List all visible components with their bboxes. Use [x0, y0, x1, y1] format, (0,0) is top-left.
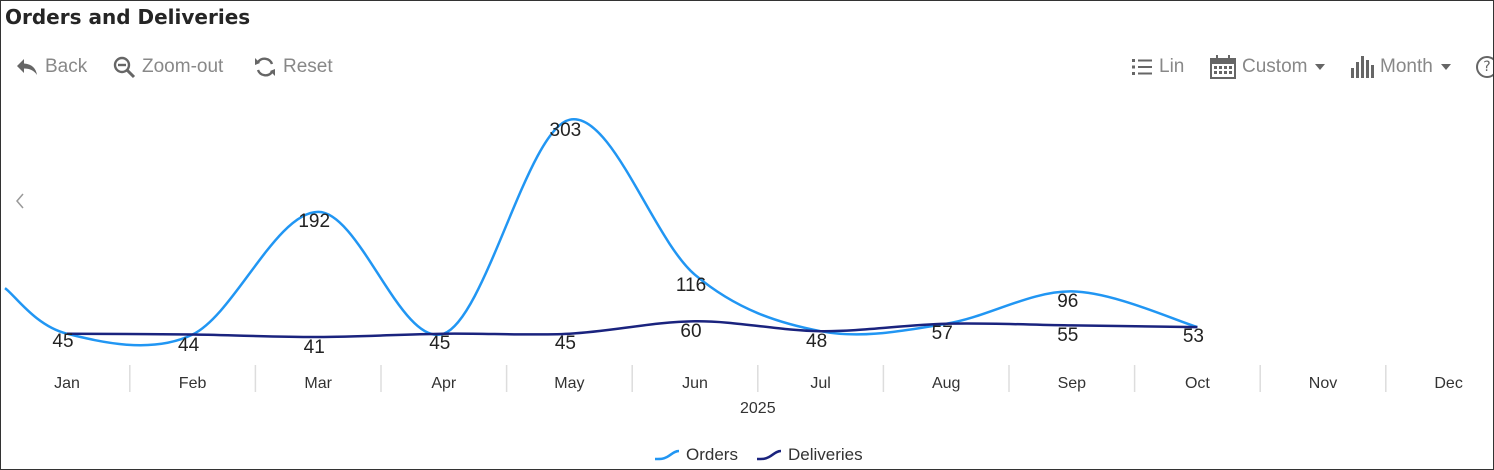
scale-label: Lin — [1159, 56, 1185, 77]
x-group-label: 2025 — [740, 400, 776, 417]
bar-chart-icon — [1351, 56, 1374, 78]
x-tick-label: Dec — [1434, 375, 1462, 392]
help-icon: ? — [1476, 56, 1493, 78]
data-label: 45 — [52, 331, 73, 352]
x-tick-label: May — [554, 375, 584, 392]
legend-label: Deliveries — [788, 445, 863, 464]
chevron-down-icon — [1315, 64, 1326, 70]
period-label: Month — [1380, 56, 1433, 77]
data-label: 96 — [1057, 291, 1078, 312]
legend-label: Orders — [686, 445, 738, 464]
x-tick-label: Mar — [304, 375, 332, 392]
data-label: 53 — [1183, 326, 1204, 347]
calendar-icon — [1210, 55, 1236, 79]
range-label: Custom — [1242, 56, 1308, 77]
data-label: 192 — [298, 211, 330, 232]
data-label: 116 — [676, 275, 706, 296]
x-tick-label: Jun — [682, 375, 708, 392]
orders-series-line — [4, 118, 1198, 347]
data-label: 44 — [178, 335, 200, 356]
x-tick-label: Oct — [1185, 375, 1210, 392]
legend-item-orders[interactable]: Orders — [654, 445, 738, 465]
data-label: 57 — [932, 323, 953, 344]
data-label: 48 — [806, 331, 827, 352]
chevron-down-icon — [1440, 64, 1451, 70]
back-arrow-icon — [17, 59, 37, 75]
orders-legend-icon — [654, 449, 680, 461]
line-chart: Jan Feb Mar Apr May Jun Jul Aug Sep Oct Nov Dec 2025… — [4, 118, 1463, 417]
legend-item-deliveries[interactable]: Deliveries — [756, 445, 863, 465]
x-tick-label: Apr — [431, 375, 457, 392]
data-label: 55 — [1057, 325, 1078, 346]
x-tick-label: Feb — [179, 375, 207, 392]
zoom-out-icon — [113, 56, 136, 79]
data-label: 41 — [304, 337, 325, 358]
x-tick-label: Aug — [932, 375, 960, 392]
scroll-left-icon — [16, 193, 24, 209]
range-dropdown[interactable]: Custom — [1210, 54, 1326, 80]
back-button[interactable]: Back — [15, 54, 87, 80]
x-tick-label: Sep — [1058, 375, 1087, 392]
help-button[interactable]: ? — [1476, 54, 1493, 80]
deliveries-series-line — [66, 320, 1198, 339]
data-label: 45 — [555, 333, 576, 354]
back-label: Back — [45, 56, 88, 77]
reset-label: Reset — [283, 56, 333, 77]
deliveries-legend-icon — [756, 449, 782, 461]
data-label: 60 — [680, 321, 701, 342]
period-dropdown[interactable]: Month — [1350, 54, 1451, 80]
list-icon — [1132, 59, 1152, 75]
chart-title: Orders and Deliveries — [5, 5, 251, 29]
scale-toggle[interactable]: Lin — [1131, 54, 1184, 80]
x-tick-label: Nov — [1309, 375, 1337, 392]
x-tick-label: Jul — [810, 375, 830, 392]
data-label: 303 — [550, 120, 582, 141]
data-label: 45 — [429, 333, 450, 354]
reset-button[interactable]: Reset — [253, 54, 333, 80]
zoom-out-label: Zoom-out — [142, 56, 224, 77]
reset-icon — [255, 57, 275, 77]
zoom-out-button[interactable]: Zoom-out — [112, 54, 223, 80]
x-tick-label: Jan — [54, 375, 80, 392]
